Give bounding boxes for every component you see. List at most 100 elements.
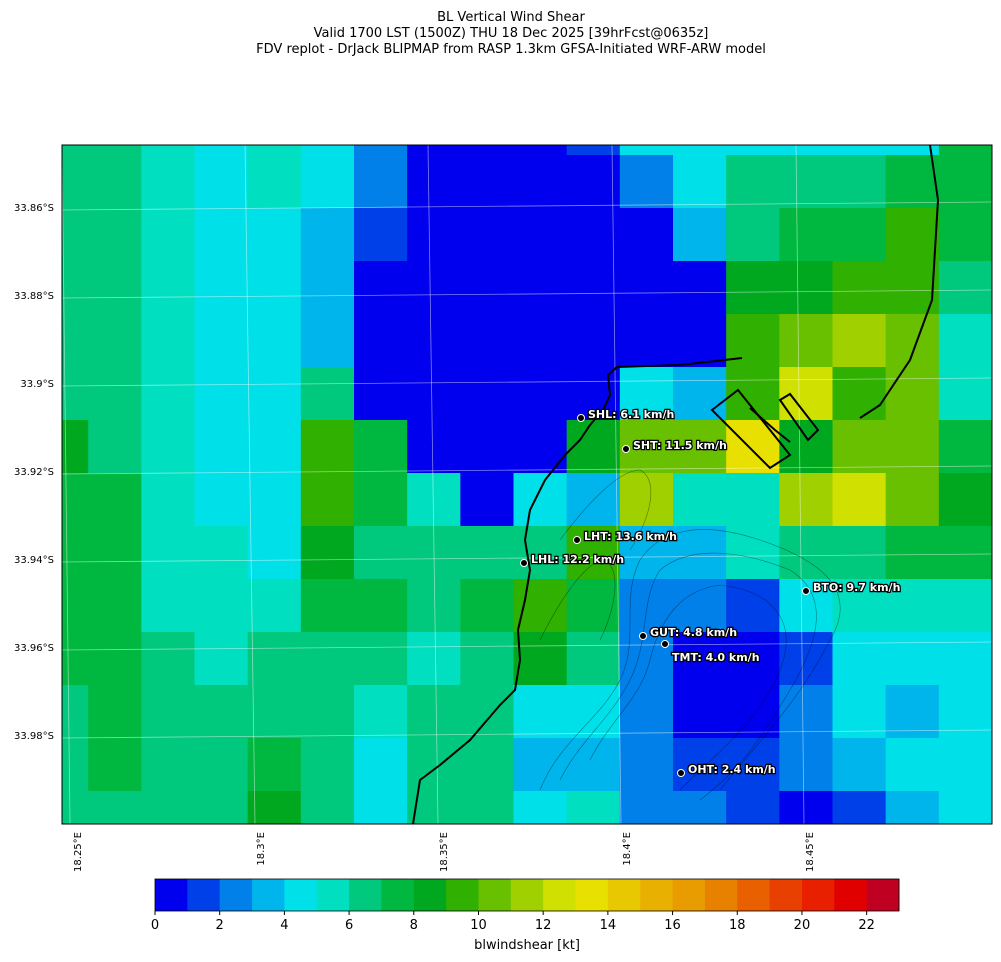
grid-cell <box>407 314 461 368</box>
grid-cell <box>779 526 834 580</box>
contours <box>539 469 841 801</box>
coastline <box>412 145 940 824</box>
grid-cell <box>300 738 355 792</box>
colorbar-segment <box>866 879 900 911</box>
grid-cell <box>62 145 89 156</box>
grid-cell <box>673 314 727 368</box>
grid-cell <box>938 473 992 527</box>
grid-cell <box>673 367 727 421</box>
colorbar-segment <box>737 879 771 911</box>
grid-cell <box>62 367 89 421</box>
grid-cell <box>194 261 249 315</box>
grid-cell <box>726 420 780 474</box>
grid-cell <box>62 685 89 739</box>
grid-cell <box>726 632 780 686</box>
grid-cell <box>300 526 355 580</box>
grid-cell <box>407 367 461 421</box>
station-marker <box>802 587 810 595</box>
grid-cell <box>938 314 992 368</box>
grid-cell <box>619 685 674 739</box>
grid-cell <box>938 791 992 824</box>
colorbar-segment <box>155 879 188 911</box>
stations: SHL: 6.1 km/h SHT: 11.5 km/h LHT: 13.6 km/… <box>520 407 902 777</box>
grid-cell <box>62 261 89 315</box>
colorbar-tick-label: 8 <box>410 918 418 933</box>
grid-cell <box>726 261 780 315</box>
grid-cell <box>779 685 834 739</box>
overlay <box>62 145 992 824</box>
grid-cell <box>673 685 727 739</box>
grid-cell <box>566 208 621 262</box>
grid-cell <box>300 579 355 633</box>
colorbar-segment <box>478 879 512 911</box>
grid-cell <box>513 791 568 824</box>
grid-cell <box>619 579 674 633</box>
colorbar-segment <box>769 879 803 911</box>
grid-cell <box>726 579 780 633</box>
colorbar-segment <box>510 879 544 911</box>
station-marker <box>577 414 585 422</box>
colorbar-segment <box>543 879 577 911</box>
grid-cell <box>885 526 940 580</box>
grid-cell <box>566 791 621 824</box>
grid-cell <box>566 145 621 156</box>
grid-cell <box>673 261 727 315</box>
grid-cell <box>141 738 196 792</box>
grid-cell <box>194 155 249 209</box>
grid-cell <box>673 145 727 156</box>
grid-cell <box>354 208 408 262</box>
colorbar-frame <box>154 878 900 912</box>
grid-cell <box>88 208 142 262</box>
lat-label: 33.94°S <box>14 555 54 566</box>
grid-cell <box>513 145 568 156</box>
grid-cell <box>300 367 355 421</box>
grid-cell <box>673 208 727 262</box>
grid-cell <box>407 579 461 633</box>
grid-cell <box>832 738 887 792</box>
grid-cell <box>726 685 780 739</box>
grid-cell <box>885 261 940 315</box>
grid-cell <box>354 145 408 156</box>
grid-cell <box>885 738 940 792</box>
lon-labels: 18.25°E 18.3°E 18.35°E 18.4°E 18.45°E <box>73 832 816 872</box>
colorbar-tick-label: 22 <box>858 918 875 933</box>
grid-cell <box>247 579 302 633</box>
grid-cell <box>88 145 142 156</box>
grid-cell <box>938 685 992 739</box>
grid-cell <box>513 526 568 580</box>
grid-cell <box>407 208 461 262</box>
station-label: TMT: 4.0 km/h <box>672 651 760 664</box>
grid-cell <box>566 261 621 315</box>
grid-cell <box>460 473 515 527</box>
grid-cell <box>247 261 302 315</box>
grid-cell <box>832 632 887 686</box>
colorbar-segment <box>349 879 382 911</box>
grid-cell <box>407 473 461 527</box>
grid-cell <box>938 738 992 792</box>
grid-cell <box>673 738 727 792</box>
grid-cell <box>300 314 355 368</box>
grid-cell <box>619 738 674 792</box>
grid-cell <box>141 420 196 474</box>
grid-cell <box>832 579 887 633</box>
grid-cell <box>407 791 461 824</box>
grid-cell <box>566 632 621 686</box>
grid-cell <box>779 473 834 527</box>
grid-cell <box>194 473 249 527</box>
grid-cell <box>513 685 568 739</box>
grid-cell <box>619 314 674 368</box>
grid-cell <box>513 367 568 421</box>
colorbar-tick-label: 0 <box>151 918 159 933</box>
grid-cell <box>407 632 461 686</box>
grid-cell <box>779 155 834 209</box>
grid-cell <box>194 579 249 633</box>
grid-cell <box>247 632 302 686</box>
grid-cell <box>619 208 674 262</box>
grid-cell <box>832 367 887 421</box>
grid-cell <box>88 261 142 315</box>
grid-cell <box>88 579 142 633</box>
grid-cell <box>407 420 461 474</box>
grid-cell <box>938 579 992 633</box>
colorbar-segment <box>704 879 738 911</box>
grid-cell <box>88 367 142 421</box>
